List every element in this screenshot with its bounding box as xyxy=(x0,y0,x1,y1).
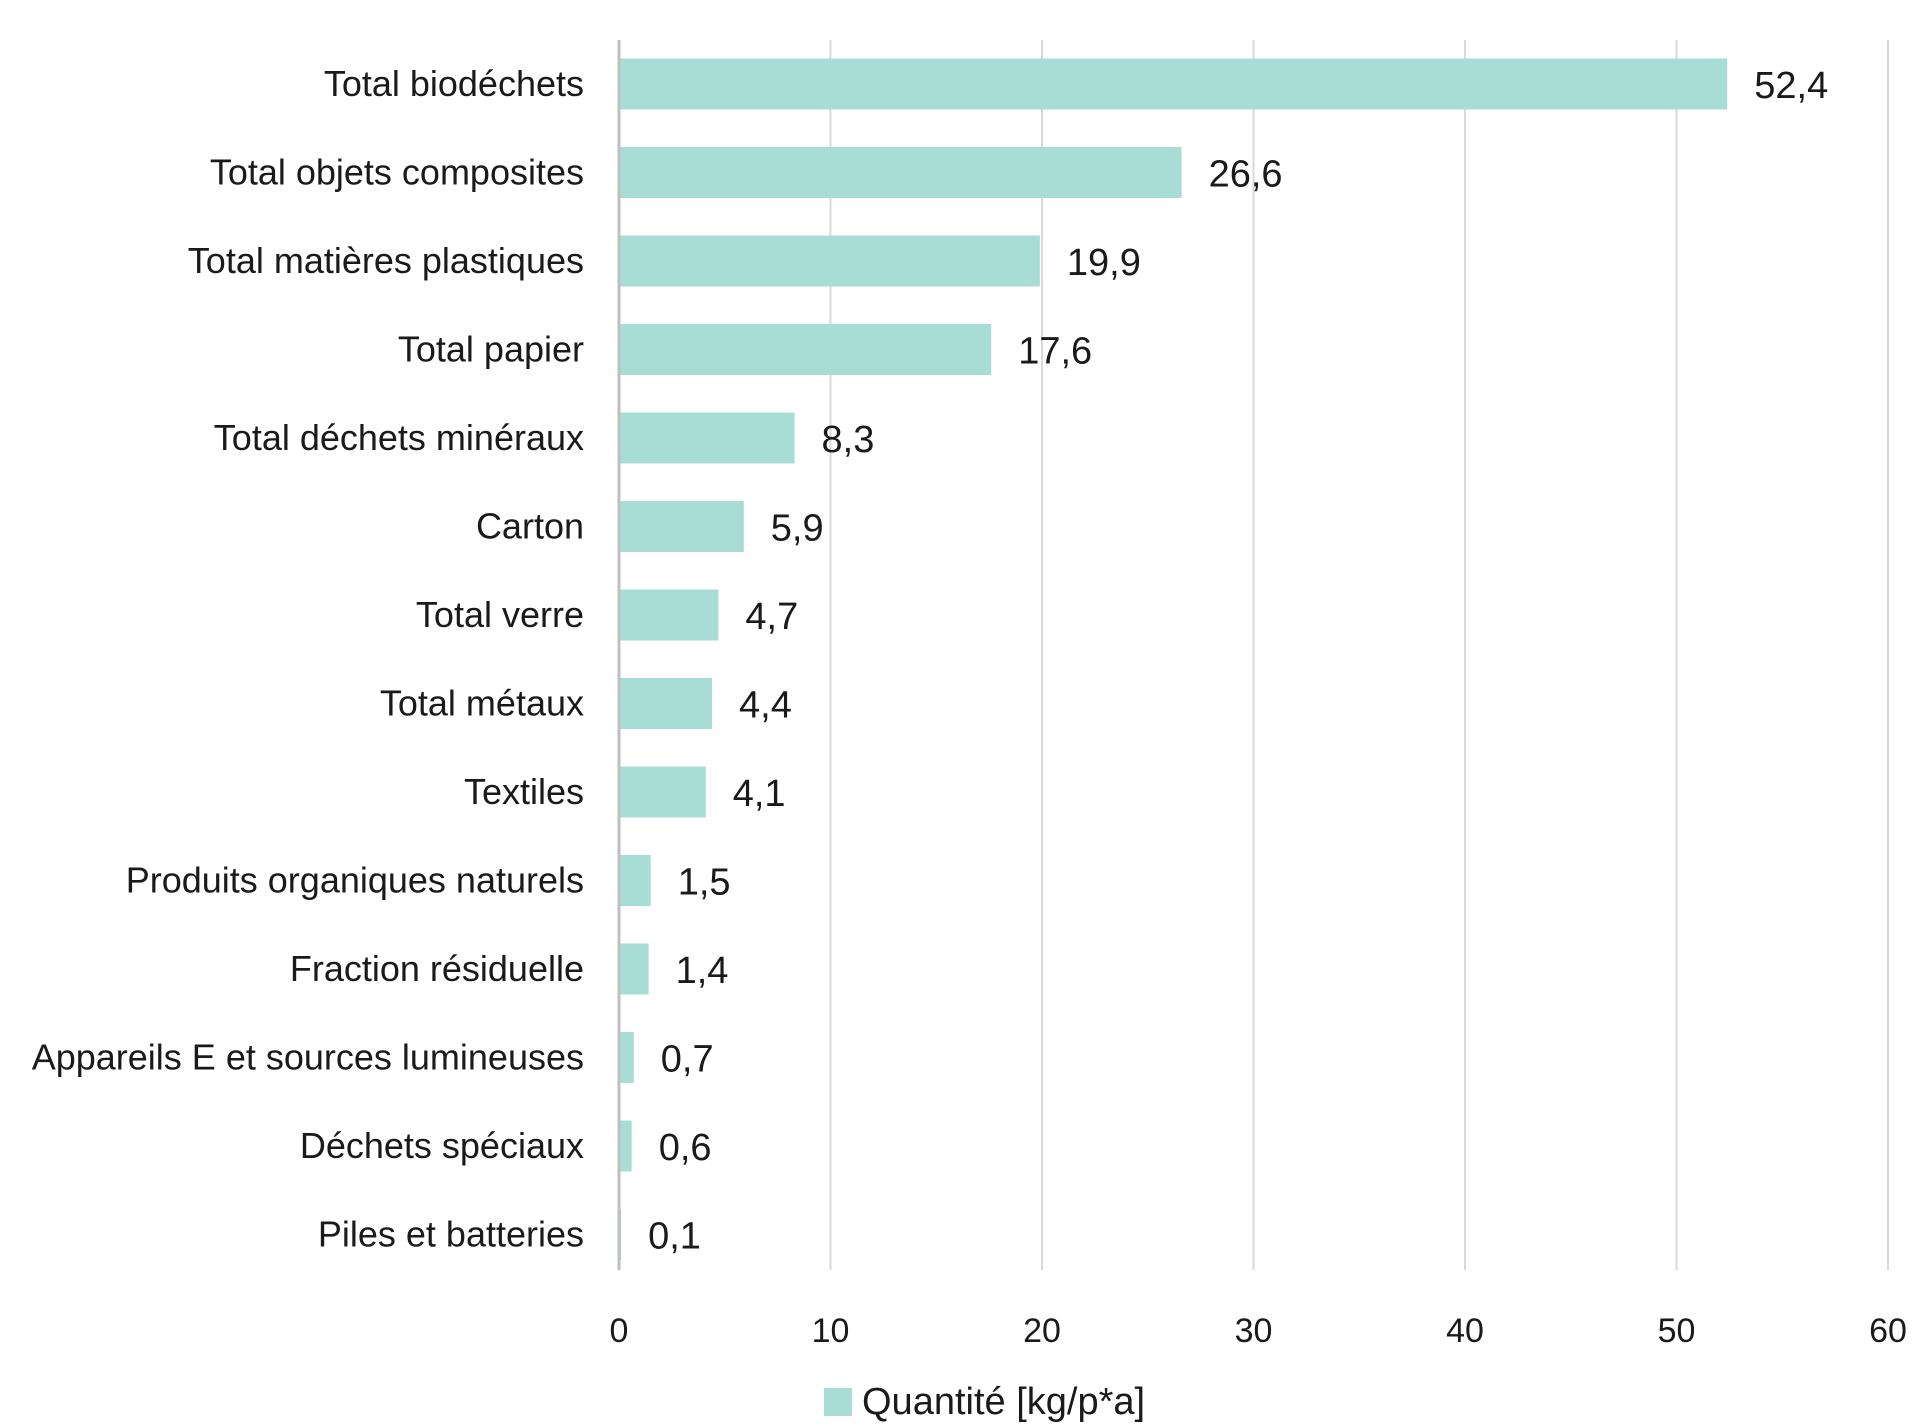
category-label: Produits organiques naturels xyxy=(126,860,584,901)
bar xyxy=(619,324,992,375)
data-label: 4,1 xyxy=(733,773,786,815)
data-label: 8,3 xyxy=(822,419,875,461)
data-label: 26,6 xyxy=(1209,154,1283,196)
bar xyxy=(619,1032,634,1083)
category-label: Total métaux xyxy=(380,683,584,724)
x-tick-label: 40 xyxy=(1446,1312,1484,1350)
bar xyxy=(619,412,795,464)
category-label: Total matières plastiques xyxy=(188,240,584,281)
x-tick-label: 60 xyxy=(1869,1312,1907,1350)
legend: Quantité [kg/p*a] xyxy=(824,1381,1145,1423)
x-tick-label: 30 xyxy=(1235,1312,1273,1350)
category-label: Carton xyxy=(476,506,584,547)
data-label: 19,9 xyxy=(1067,242,1141,284)
bar xyxy=(619,1120,632,1172)
bar xyxy=(619,58,1728,110)
legend-swatch xyxy=(824,1388,852,1416)
category-label: Total biodéchets xyxy=(324,63,584,104)
category-label: Total objets composites xyxy=(210,152,584,193)
category-labels: Total biodéchets Total objets composites T… xyxy=(32,63,584,1255)
data-label: 4,7 xyxy=(745,596,798,638)
data-label: 1,5 xyxy=(678,862,731,904)
category-label: Piles et batteries xyxy=(318,1214,584,1255)
data-labels: 52,4 26,6 19,9 17,6 8,3 5,9 4,7 4,4 4,1 1,5 1,4 0,7… xyxy=(648,65,1828,1258)
bar xyxy=(619,235,1040,287)
x-tick-label: 20 xyxy=(1023,1312,1061,1350)
data-label: 0,7 xyxy=(661,1039,714,1081)
data-label: 52,4 xyxy=(1754,65,1828,107)
category-label: Total verre xyxy=(416,594,584,635)
category-label: Total papier xyxy=(398,329,584,370)
category-label: Fraction résiduelle xyxy=(290,948,584,989)
data-label: 4,4 xyxy=(739,685,792,727)
data-label: 1,4 xyxy=(676,950,729,992)
category-label: Textiles xyxy=(464,771,584,812)
data-label: 0,6 xyxy=(659,1127,712,1169)
x-tick-label: 0 xyxy=(610,1312,629,1350)
category-label: Appareils E et sources lumineuses xyxy=(32,1037,584,1078)
x-tick-label: 50 xyxy=(1658,1312,1696,1350)
data-label: 0,1 xyxy=(648,1216,701,1258)
bars xyxy=(619,58,1728,1260)
bar xyxy=(619,855,651,906)
data-label: 17,6 xyxy=(1018,331,1092,373)
bar xyxy=(619,589,719,641)
category-label: Total déchets minéraux xyxy=(214,417,584,458)
category-label: Déchets spéciaux xyxy=(300,1125,584,1166)
x-tick-labels: 0 10 20 30 40 50 60 xyxy=(610,1312,1907,1350)
bar xyxy=(619,943,649,995)
bar xyxy=(619,766,706,818)
legend-label: Quantité [kg/p*a] xyxy=(862,1381,1145,1423)
x-tick-label: 10 xyxy=(812,1312,850,1350)
bar xyxy=(619,147,1182,198)
data-label: 5,9 xyxy=(771,508,824,550)
bar xyxy=(619,678,713,729)
bar xyxy=(619,501,744,552)
gridlines xyxy=(829,40,1889,1270)
